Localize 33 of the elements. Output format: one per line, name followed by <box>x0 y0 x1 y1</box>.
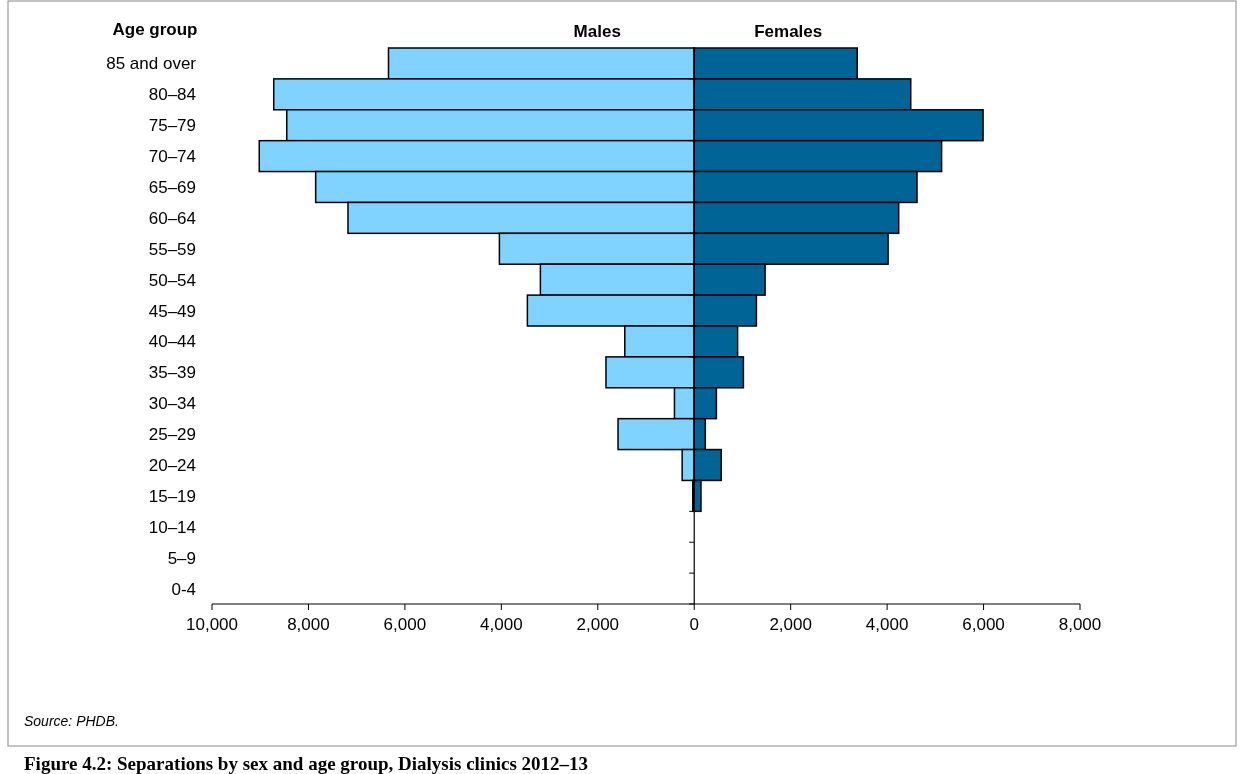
x-tick-label: 0 <box>689 615 699 634</box>
y-tick-label: 40–44 <box>148 332 196 352</box>
y-tick-label: 75–79 <box>148 116 196 136</box>
text: Figure 4.2: Separations by sex and age group, Dialysis clinics 2012–13 <box>24 753 589 774</box>
series-label: Females <box>754 22 823 41</box>
source-note: Source: PHDB. <box>24 713 119 729</box>
x-tick-label: 10,000 <box>186 615 238 634</box>
x-tick-label: 6,000 <box>962 615 1005 634</box>
x-tick-label: 8,000 <box>1058 615 1102 634</box>
y-tick-label: 70–74 <box>148 147 196 167</box>
y-tick-label: 50–54 <box>148 270 196 290</box>
x-tick-label: 2,000 <box>576 615 620 634</box>
x-tick-label: 4,000 <box>480 615 523 634</box>
y-tick-label: 45–49 <box>148 301 196 321</box>
series-label: Males <box>573 22 621 41</box>
y-tick-label: 25–29 <box>148 425 196 445</box>
y-tick-label: 55–59 <box>148 239 196 259</box>
y-tick-label: 5–9 <box>167 548 196 568</box>
y-axis-title: Age group <box>112 20 198 39</box>
y-tick-label: 35–39 <box>148 363 196 383</box>
y-tick-label: 65–69 <box>148 178 196 197</box>
x-tick-label: 4,000 <box>865 615 909 634</box>
x-tick-label: 2,000 <box>769 615 812 634</box>
y-tick-label: 15–19 <box>148 486 196 506</box>
y-tick-label: 80–84 <box>148 85 196 105</box>
y-tick-label: 60–64 <box>148 208 196 228</box>
x-tick-label: 6,000 <box>383 615 427 634</box>
y-tick-label: 20–24 <box>148 456 196 475</box>
y-tick-label: 10–14 <box>148 517 196 537</box>
y-tick-label: 0-4 <box>171 579 196 599</box>
x-tick-label: 8,000 <box>287 615 330 634</box>
y-tick-label: 85 and over <box>106 54 197 74</box>
y-tick-label: 30–34 <box>148 394 196 414</box>
